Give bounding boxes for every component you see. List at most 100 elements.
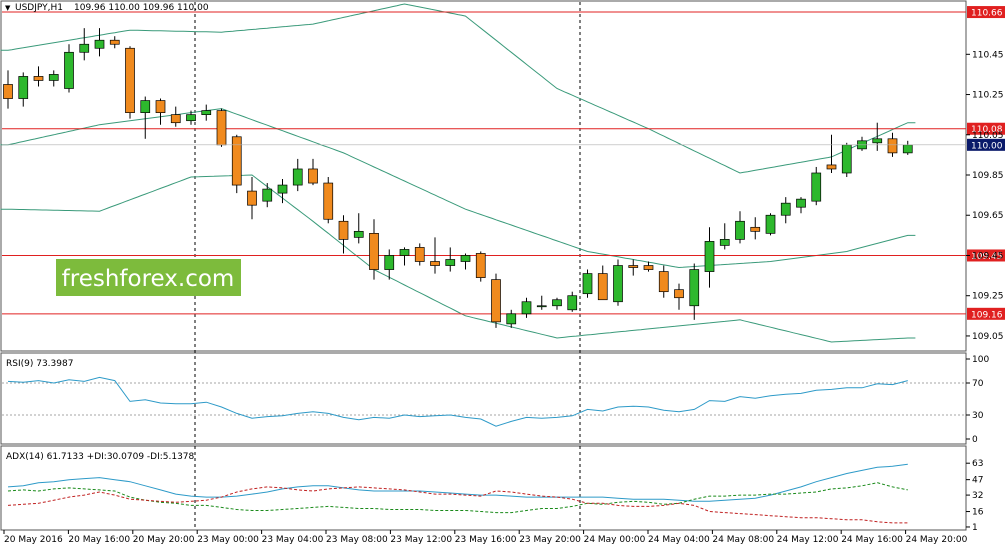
candle-body (308, 168, 318, 184)
candle-body (170, 114, 181, 124)
candle-body (887, 138, 898, 154)
adx-panel-frame (0, 445, 967, 531)
candle-body (719, 239, 730, 246)
time-tick-label: 24 May 04:00 (648, 535, 710, 545)
rsi-tick-label: 0 (972, 435, 978, 445)
candle-body (338, 220, 349, 240)
candle-body (79, 43, 90, 53)
horizontal-levels: 110.66 110.08 109.45 109.16 (2, 6, 1005, 320)
level-label: 110.08 (971, 125, 1003, 135)
time-tick-label: 23 May 16:00 (455, 535, 517, 545)
watermark-box (56, 259, 241, 296)
current-price-label: 110.00 (971, 141, 1003, 151)
level-label-bg (967, 307, 1005, 320)
price-tick-label: 109.65 (972, 211, 1004, 221)
adx-tick-label: 1 (972, 523, 978, 533)
candle-body (64, 51, 74, 89)
candle-body (582, 273, 593, 295)
candle-body (18, 76, 29, 99)
time-tick-label: 23 May 12:00 (390, 535, 452, 545)
candle-body (704, 241, 715, 272)
candle-body (369, 232, 379, 270)
candle-body (689, 269, 700, 307)
level-label: 109.45 (971, 252, 1003, 262)
candle-body (460, 255, 471, 262)
bollinger-lower-line (0, 174, 916, 343)
price-tick-label: 109.25 (972, 292, 1004, 302)
candle-body (186, 114, 196, 122)
candle-body (567, 295, 578, 311)
candle-body (216, 110, 227, 146)
candle-body (658, 271, 669, 293)
watermark-text: freshforex.com (62, 266, 235, 292)
time-tick-label: 23 May 04:00 (262, 535, 324, 545)
time-tick-label: 20 May 16:00 (68, 535, 130, 545)
price-axis: 110.45 110.25 110.05 109.85 109.65 109.45 109.… (2, 50, 1005, 342)
candle-body (277, 184, 288, 194)
level-label-bg (967, 122, 1005, 135)
candle-body (735, 220, 745, 240)
rsi-tick-label: 70 (972, 379, 984, 389)
time-tick-label: 23 May 20:00 (519, 535, 581, 545)
candle-body (323, 182, 334, 220)
level-label-bg (967, 249, 1005, 262)
candle-body (247, 190, 257, 206)
candle-body (902, 144, 913, 154)
candle-body (475, 253, 486, 278)
price-tick-label: 109.05 (972, 332, 1004, 342)
candle-body (506, 313, 517, 325)
candle-body (628, 265, 639, 268)
candlesticks (3, 28, 913, 328)
candle-body (841, 144, 852, 174)
bollinger-upper-line (0, 3, 916, 174)
candle-body (521, 301, 532, 315)
bollinger-bands (0, 3, 916, 343)
candle-body (826, 164, 837, 170)
rsi-title: RSI(9) 73.3987 (6, 359, 73, 369)
candle-body (109, 39, 120, 45)
price-tick-label: 109.85 (972, 171, 1004, 181)
candle-body (750, 226, 761, 232)
candle-body (399, 249, 410, 256)
adx-tick-label: 32 (972, 491, 983, 501)
rsi-tick-label: 100 (972, 355, 989, 365)
rsi-line (7, 376, 908, 427)
adx-indicator: 63 47 32 16 1 (7, 459, 984, 533)
candle-body (796, 198, 806, 208)
candle-body (811, 172, 822, 202)
time-tick-label: 24 May 08:00 (712, 535, 774, 545)
candle-body (231, 136, 242, 186)
level-label: 109.16 (971, 310, 1003, 320)
candle-body (140, 100, 151, 113)
candle-body (552, 299, 562, 307)
rsi-tick-label: 30 (972, 411, 984, 421)
adx-title: ADX(14) 61.7133 +DI:30.0709 -DI:5.1378 (6, 452, 195, 462)
header-arrow-icon[interactable]: ▼ (5, 4, 11, 12)
time-tick-label: 24 May 16:00 (841, 535, 903, 545)
time-tick-label: 23 May 00:00 (197, 535, 259, 545)
candle-body (872, 138, 883, 144)
adx-tick-label: 47 (972, 476, 983, 486)
price-tick-label: 110.05 (972, 131, 1004, 141)
time-tick-label: 24 May 12:00 (777, 535, 839, 545)
rsi-panel-frame (0, 352, 967, 445)
rsi-indicator: 100 70 30 0 (2, 355, 989, 445)
candle-body (125, 47, 135, 113)
candle-body (674, 289, 684, 299)
ohlc-readout: 109.96 110.00 109.96 110.00 (74, 3, 209, 13)
bollinger-middle-line (0, 108, 916, 269)
candle-body (780, 202, 791, 216)
minus-di-line (7, 486, 908, 524)
adx-line (7, 463, 908, 502)
time-tick-label: 24 May 00:00 (584, 535, 646, 545)
price-tick-label: 109.45 (972, 251, 1004, 261)
candle-body (33, 76, 44, 81)
level-label: 110.66 (971, 9, 1003, 19)
time-axis: 20 May 2016 20 May 16:00 20 May 20:00 23 Ma… (3, 530, 968, 545)
adx-tick-label: 16 (972, 508, 984, 518)
candle-body (201, 110, 212, 116)
candle-body (353, 230, 364, 238)
price-tick-label: 110.25 (972, 91, 1004, 101)
candle-body (292, 168, 303, 186)
candle-body (155, 100, 166, 113)
